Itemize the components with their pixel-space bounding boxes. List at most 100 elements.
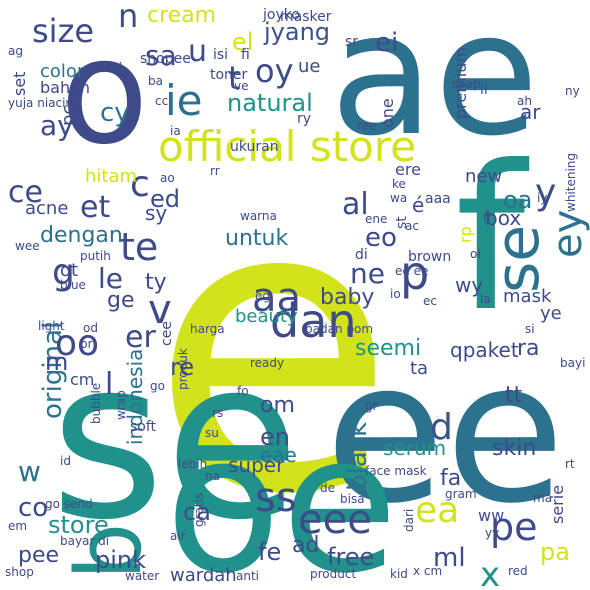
word-cloud-word: te	[120, 225, 159, 269]
word-cloud-word: em	[8, 519, 28, 533]
word-cloud-word: bahan	[40, 78, 91, 97]
word-cloud-word: fa	[440, 466, 462, 491]
word-cloud-word: putih	[80, 249, 111, 263]
word-cloud-word: gratis	[192, 492, 206, 527]
word-cloud-word: co	[18, 493, 49, 523]
word-cloud-word: cc	[155, 94, 169, 108]
word-cloud-word: red	[508, 564, 528, 578]
word-cloud-word: soft	[130, 419, 157, 435]
word-cloud-word: su	[205, 426, 219, 440]
word-cloud-word: l	[105, 367, 114, 402]
word-cloud-word: tt	[505, 383, 523, 408]
word-cloud-word: f	[455, 123, 526, 356]
word-cloud-word: si	[525, 322, 535, 336]
word-cloud-word: ca	[183, 498, 211, 526]
word-cloud-word: t	[228, 59, 241, 97]
word-cloud-word: ol	[470, 247, 481, 261]
word-cloud-word: ke	[392, 177, 406, 191]
word-cloud-word: ia	[170, 124, 181, 138]
word-cloud-word: eo	[365, 223, 397, 253]
word-cloud-word: rp	[456, 226, 475, 243]
word-cloud-word: brown	[408, 249, 452, 265]
word-cloud-word: ge	[107, 288, 135, 313]
word-cloud-word: product	[310, 567, 357, 581]
word-cloud-word: ra	[517, 336, 540, 361]
word-cloud-word: ry	[297, 111, 312, 127]
word-cloud-word: ree	[357, 119, 377, 133]
word-cloud-word: ar	[520, 100, 541, 124]
word-cloud-word: ny	[565, 84, 580, 98]
word-cloud-word: untuk	[225, 226, 289, 251]
word-cloud-word: om	[260, 393, 295, 418]
word-cloud-word: n	[118, 0, 139, 35]
word-cloud-word: p	[400, 246, 430, 300]
word-cloud-word: go send	[45, 497, 93, 511]
word-cloud-word: ey	[545, 209, 590, 258]
word-cloud-word: serie	[548, 484, 567, 524]
word-cloud-word: wee	[15, 239, 40, 253]
word-cloud-word: ue	[298, 56, 321, 77]
word-cloud-word: rs	[212, 406, 224, 420]
word-cloud-word: super	[228, 453, 285, 477]
word-cloud-word: fo	[237, 384, 249, 398]
word-cloud-word: ta	[410, 358, 429, 379]
word-cloud-word: cream	[147, 3, 217, 28]
word-cloud-word: joyko	[263, 7, 300, 23]
word-cloud-word: pa	[540, 538, 570, 566]
word-cloud-word: u	[188, 34, 208, 69]
word-cloud-word: bubble	[89, 382, 103, 424]
word-cloud-word: e	[150, 117, 397, 582]
word-cloud-word: er	[125, 320, 156, 355]
word-cloud-word: od	[83, 321, 98, 335]
word-cloud-word: ready	[250, 356, 285, 370]
word-cloud-word: oe	[165, 394, 399, 590]
word-cloud-word: d	[430, 407, 453, 448]
word-cloud-word: ay	[40, 109, 74, 142]
word-cloud-word: sy	[145, 201, 168, 225]
word-cloud-word: air	[170, 529, 186, 543]
word-cloud-word: aaa	[425, 191, 451, 207]
word-cloud-word: pee	[18, 543, 60, 568]
word-cloud-word: dari	[402, 508, 416, 532]
word-cloud-word: acne	[25, 198, 69, 219]
word-cloud-word: le	[98, 262, 124, 295]
word-cloud-word: box	[485, 206, 522, 230]
word-cloud-word: ce	[8, 175, 43, 210]
word-cloud-word: ff	[483, 211, 492, 225]
word-cloud-word: warna	[240, 209, 277, 223]
word-cloud-word: yuja niacin	[8, 96, 74, 110]
word-cloud-word: qpaket	[450, 338, 519, 362]
word-cloud-word: ao	[160, 171, 175, 185]
word-cloud-word: oo	[55, 323, 100, 364]
word-cloud-word: de	[320, 481, 335, 495]
word-cloud-word: ah	[517, 94, 532, 108]
word-cloud-word: serum	[383, 436, 447, 460]
word-cloud-word: shop	[5, 565, 34, 579]
word-cloud-word: gram	[445, 487, 477, 501]
word-cloud-word: ie	[165, 76, 203, 125]
word-cloud-word: dengan	[40, 223, 123, 248]
word-cloud-word: ma	[533, 491, 553, 505]
word-cloud-word: x	[480, 555, 501, 590]
word-cloud-word: badan pom	[305, 322, 374, 336]
word-cloud-word: produk	[176, 348, 190, 390]
word-cloud-word: il	[480, 82, 488, 98]
word-cloud-word: one	[378, 98, 397, 128]
word-cloud-word: black	[343, 421, 373, 491]
word-cloud-word: isi	[213, 47, 229, 63]
word-cloud-word: color	[40, 61, 85, 82]
word-cloud-word: hitam	[85, 166, 138, 187]
word-cloud-word: w	[18, 455, 41, 488]
word-cloud-word: pink	[95, 546, 147, 574]
word-cloud-word: aa	[252, 275, 302, 321]
word-cloud-word: cy	[100, 98, 130, 128]
word-cloud-word: ty	[145, 270, 167, 295]
word-cloud-word: sr	[345, 34, 359, 50]
word-cloud-word: masker	[280, 9, 332, 25]
word-cloud-word: store	[48, 511, 109, 539]
word-cloud-word: ene	[365, 212, 388, 226]
word-cloud-word: ml	[433, 543, 466, 573]
word-cloud-word: se	[50, 312, 300, 568]
word-cloud-word: whitening	[564, 152, 578, 212]
word-cloud-word: rr	[210, 164, 220, 178]
